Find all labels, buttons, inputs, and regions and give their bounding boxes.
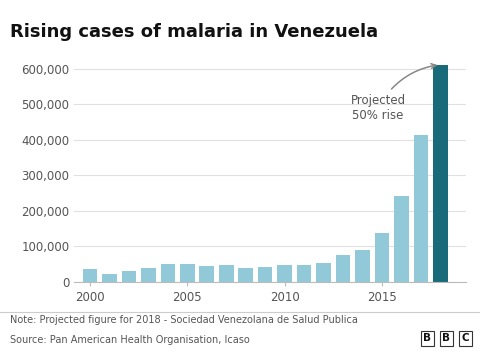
Bar bbox=[141, 269, 156, 282]
Bar bbox=[433, 64, 447, 282]
Bar bbox=[355, 250, 370, 282]
Bar bbox=[83, 269, 97, 282]
Bar bbox=[297, 265, 312, 282]
Text: C: C bbox=[462, 333, 469, 343]
Bar bbox=[239, 268, 253, 282]
Bar bbox=[200, 266, 214, 282]
Bar bbox=[160, 264, 175, 282]
Text: Projected
50% rise: Projected 50% rise bbox=[350, 64, 436, 122]
Bar bbox=[374, 233, 389, 282]
Text: Note: Projected figure for 2018 - Sociedad Venezolana de Salud Publica: Note: Projected figure for 2018 - Socied… bbox=[10, 315, 358, 325]
Bar bbox=[277, 265, 292, 282]
Text: Source: Pan American Health Organisation, Icaso: Source: Pan American Health Organisation… bbox=[10, 335, 249, 345]
Bar bbox=[219, 265, 233, 282]
Bar bbox=[121, 271, 136, 282]
Bar bbox=[316, 263, 331, 282]
Bar bbox=[180, 264, 194, 282]
Bar bbox=[394, 196, 408, 282]
Bar bbox=[336, 254, 350, 282]
Text: B: B bbox=[423, 333, 431, 343]
Bar bbox=[414, 135, 428, 282]
Bar bbox=[102, 274, 117, 282]
Text: B: B bbox=[443, 333, 450, 343]
Bar bbox=[258, 267, 273, 282]
Text: Rising cases of malaria in Venezuela: Rising cases of malaria in Venezuela bbox=[10, 23, 378, 41]
